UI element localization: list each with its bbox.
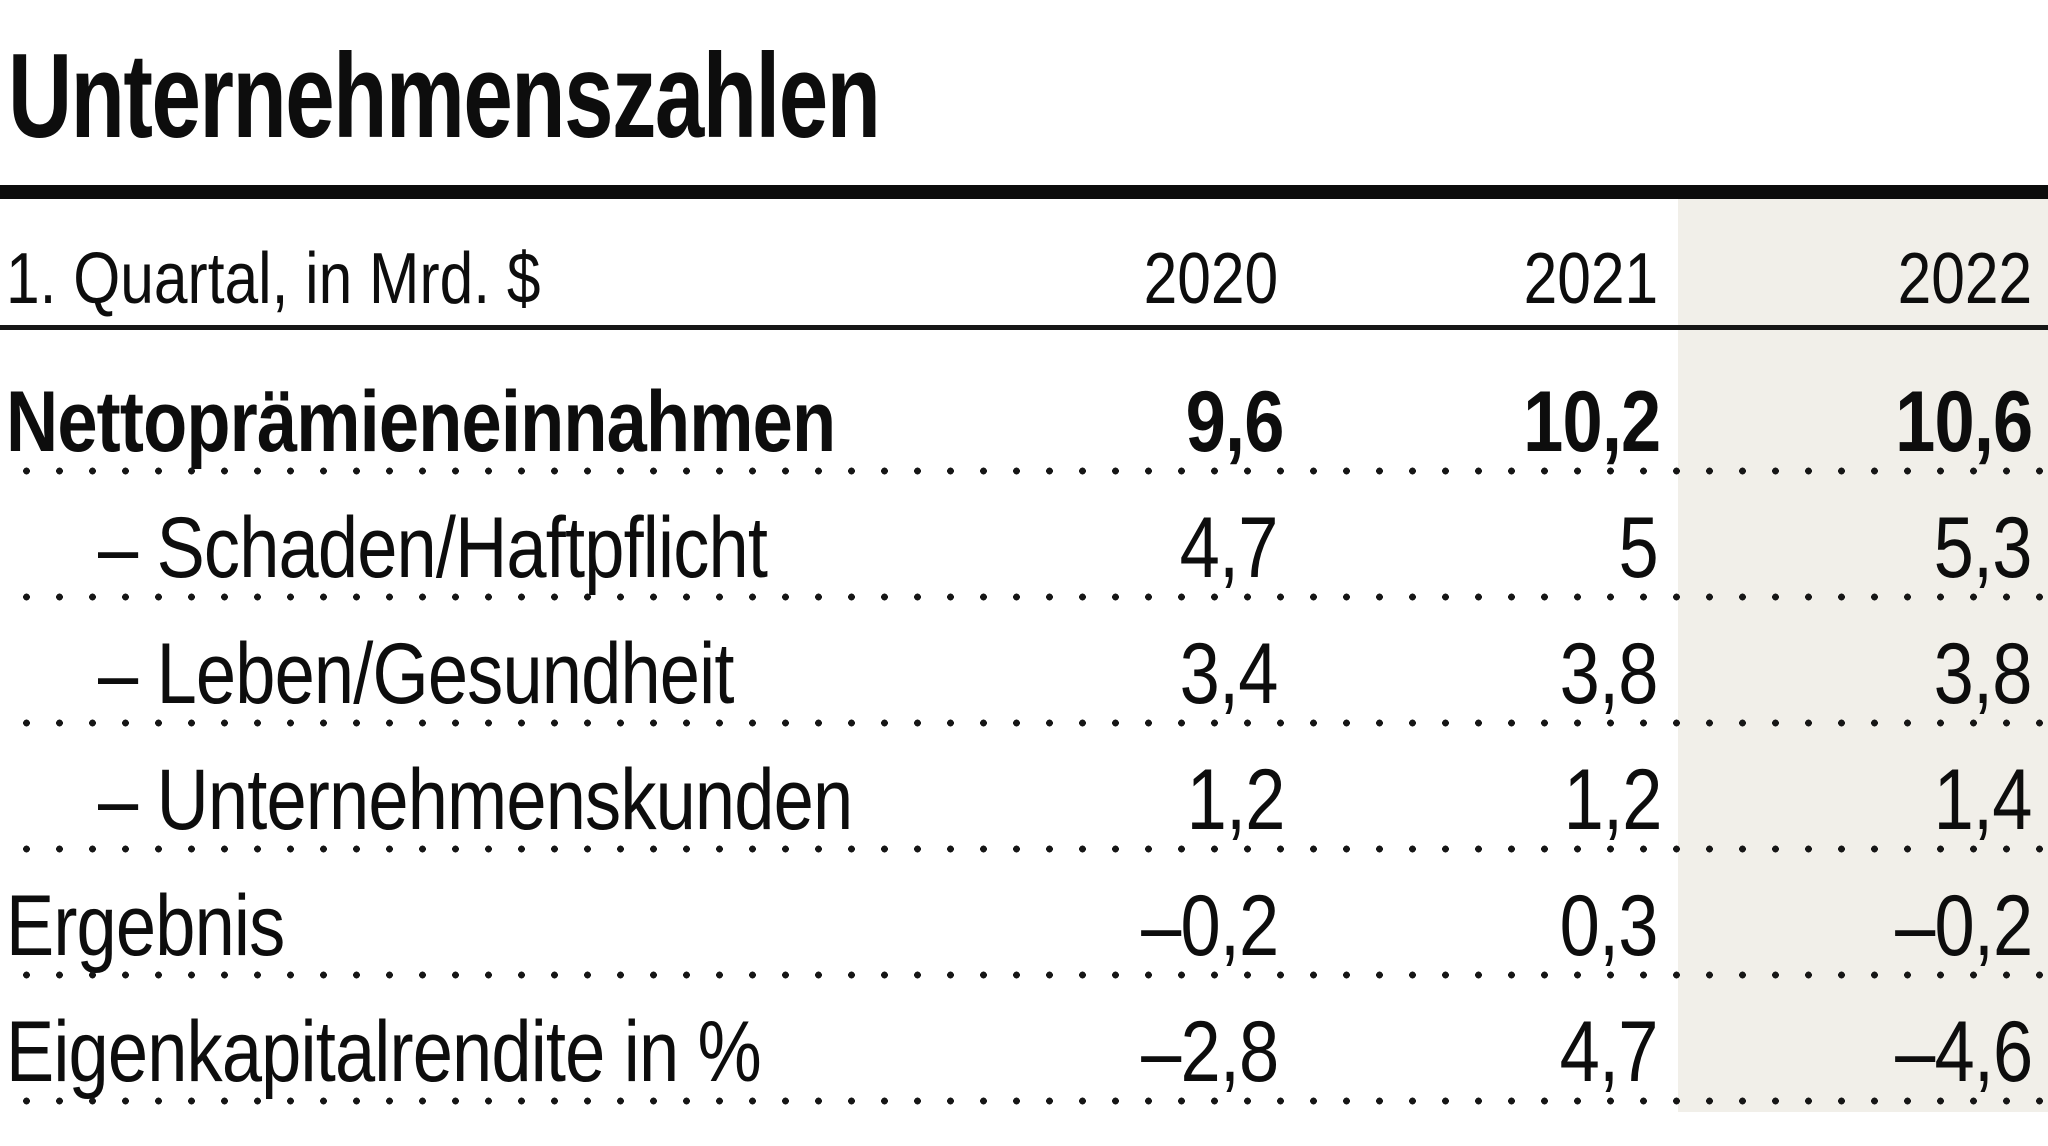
row-label-cell: Ergebnis (6, 883, 978, 969)
table-row: – Unternehmenskunden 1,2 1,2 1,4 (0, 723, 2048, 853)
value-cell-2022: 3,8 (1934, 626, 2033, 722)
value-cell-2021: 5 (1618, 500, 1659, 596)
value-cell-2021: 10,2 (1523, 374, 1662, 470)
value-cell-2020: –2,8 (1140, 1004, 1279, 1100)
table-row: – Leben/Gesundheit 3,4 3,8 3,8 (0, 597, 2048, 727)
year-header-2022: 2022 (1897, 239, 2032, 319)
title-divider-rule (0, 185, 2048, 199)
value-cell-2020: 9,6 (1185, 374, 1285, 470)
value-cell-2022: 5,3 (1934, 500, 2033, 596)
value-cell-2020: 1,2 (1187, 752, 1286, 848)
year-header-2020: 2020 (1143, 239, 1278, 319)
table-row: Ergebnis –0,2 0,3 –0,2 (0, 849, 2048, 979)
value-cell-2021: 3,8 (1560, 626, 1659, 722)
value-cell-2022: 1,4 (1934, 752, 2033, 848)
table-row: Nettoprämieneinnahmen 9,6 10,2 10,6 (0, 330, 2048, 475)
value-cell-2020: 3,4 (1180, 626, 1279, 722)
value-cell-2021: 1,2 (1563, 752, 1663, 848)
row-label-cell: – Leben/Gesundheit (6, 631, 978, 717)
highlight-column-2022 (1678, 199, 2048, 1112)
value-cell-2022: –0,2 (1894, 878, 2033, 974)
row-label-cell: – Schaden/Haftpflicht (6, 505, 978, 591)
row-label: Eigenkapitalrendite in % (6, 1004, 762, 1100)
unit-label-cell: 1. Quartal, in Mrd. $ (6, 243, 978, 315)
row-label-cell: Nettoprämieneinnahmen (6, 379, 986, 465)
page-title: Unternehmenszahlen (8, 29, 881, 163)
row-label: – Leben/Gesundheit (98, 626, 734, 722)
value-cell-2020: –0,2 (1140, 878, 1279, 974)
row-label: – Schaden/Haftpflicht (98, 500, 768, 596)
figures-table: 1. Quartal, in Mrd. $ 2020 2021 2022 Net… (0, 199, 2048, 1105)
year-header-2021: 2021 (1523, 239, 1658, 319)
row-label: Nettoprämieneinnahmen (6, 374, 836, 470)
row-label: Ergebnis (6, 878, 285, 974)
value-cell-2021: 4,7 (1560, 1004, 1659, 1100)
table-row: – Schaden/Haftpflicht 4,7 5 5,3 (0, 471, 2048, 601)
row-label: – Unternehmenskunden (98, 752, 853, 848)
value-cell-2022: 10,6 (1894, 374, 2033, 470)
table-row: Eigenkapitalrendite in % –2,8 4,7 –4,6 (0, 975, 2048, 1105)
unit-label: 1. Quartal, in Mrd. $ (6, 239, 541, 319)
table-body: Nettoprämieneinnahmen 9,6 10,2 10,6 – Sc… (0, 330, 2048, 1105)
row-label-cell: – Unternehmenskunden (6, 757, 988, 843)
value-cell-2021: 0,3 (1560, 878, 1659, 974)
value-cell-2022: –4,6 (1894, 1004, 2033, 1100)
table-header-row: 1. Quartal, in Mrd. $ 2020 2021 2022 (0, 199, 2048, 330)
row-label-cell: Eigenkapitalrendite in % (6, 1009, 978, 1095)
value-cell-2020: 4,7 (1180, 500, 1279, 596)
